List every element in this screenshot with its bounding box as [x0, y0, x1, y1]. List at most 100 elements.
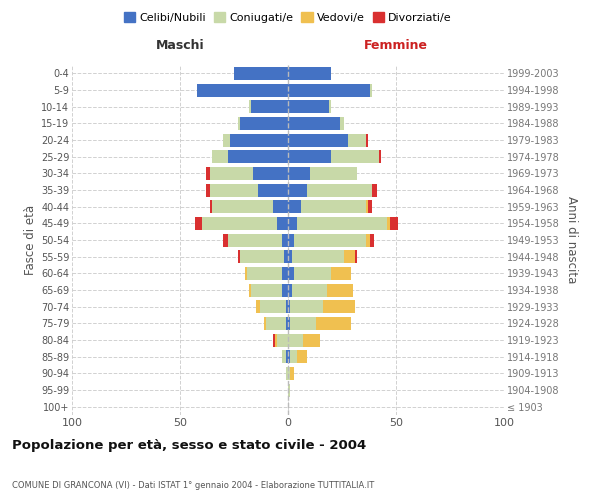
Bar [327, 284, 353, 296]
Bar [258, 184, 288, 196]
Bar [286, 367, 288, 380]
Bar [281, 350, 286, 363]
Bar [277, 334, 288, 346]
Bar [290, 350, 296, 363]
Bar [288, 317, 290, 330]
Bar [206, 167, 210, 180]
Bar [329, 100, 331, 113]
Bar [238, 250, 241, 263]
Bar [247, 267, 281, 280]
Bar [290, 367, 295, 380]
Bar [288, 150, 331, 163]
Bar [316, 317, 350, 330]
Bar [281, 267, 288, 280]
Bar [288, 350, 290, 363]
Bar [212, 200, 273, 213]
Bar [288, 250, 292, 263]
Bar [366, 134, 368, 146]
Bar [251, 284, 281, 296]
Bar [295, 234, 366, 246]
Bar [202, 217, 277, 230]
Bar [227, 234, 281, 246]
Bar [238, 117, 241, 130]
Bar [264, 317, 266, 330]
Bar [223, 134, 230, 146]
Bar [256, 300, 260, 313]
Bar [212, 150, 227, 163]
Bar [301, 200, 366, 213]
Bar [389, 217, 398, 230]
Text: COMUNE DI GRANCONA (VI) - Dati ISTAT 1° gennaio 2004 - Elaborazione TUTTITALIA.I: COMUNE DI GRANCONA (VI) - Dati ISTAT 1° … [12, 481, 374, 490]
Bar [284, 250, 288, 263]
Bar [372, 184, 377, 196]
Bar [249, 284, 251, 296]
Y-axis label: Anni di nascita: Anni di nascita [565, 196, 578, 284]
Bar [234, 67, 288, 80]
Bar [288, 367, 290, 380]
Bar [331, 267, 350, 280]
Bar [292, 250, 344, 263]
Bar [288, 134, 349, 146]
Bar [366, 234, 370, 246]
Bar [249, 100, 251, 113]
Bar [307, 184, 372, 196]
Bar [288, 334, 303, 346]
Bar [296, 217, 388, 230]
Bar [288, 84, 370, 96]
Bar [288, 284, 292, 296]
Bar [379, 150, 381, 163]
Bar [223, 234, 227, 246]
Bar [281, 284, 288, 296]
Bar [227, 150, 288, 163]
Bar [290, 317, 316, 330]
Bar [245, 267, 247, 280]
Bar [281, 234, 288, 246]
Bar [251, 100, 288, 113]
Bar [288, 300, 290, 313]
Bar [195, 217, 202, 230]
Bar [288, 184, 307, 196]
Bar [323, 300, 355, 313]
Bar [286, 350, 288, 363]
Legend: Celibi/Nubili, Coniugati/e, Vedovi/e, Divorziati/e: Celibi/Nubili, Coniugati/e, Vedovi/e, Di… [120, 8, 456, 28]
Bar [197, 84, 288, 96]
Bar [210, 200, 212, 213]
Bar [368, 200, 372, 213]
Bar [310, 167, 357, 180]
Bar [290, 300, 323, 313]
Bar [288, 67, 331, 80]
Bar [349, 134, 366, 146]
Bar [288, 234, 295, 246]
Bar [210, 167, 253, 180]
Bar [288, 117, 340, 130]
Bar [260, 300, 286, 313]
Bar [277, 217, 288, 230]
Bar [340, 117, 344, 130]
Bar [286, 317, 288, 330]
Bar [288, 217, 296, 230]
Bar [273, 200, 288, 213]
Bar [288, 200, 301, 213]
Bar [288, 100, 329, 113]
Bar [210, 184, 258, 196]
Bar [230, 134, 288, 146]
Bar [288, 384, 290, 396]
Bar [273, 334, 275, 346]
Bar [292, 284, 327, 296]
Bar [331, 150, 379, 163]
Text: Maschi: Maschi [155, 38, 205, 52]
Bar [355, 250, 357, 263]
Bar [303, 334, 320, 346]
Bar [366, 200, 368, 213]
Bar [370, 84, 372, 96]
Bar [344, 250, 355, 263]
Bar [296, 350, 307, 363]
Bar [288, 167, 310, 180]
Bar [206, 184, 210, 196]
Bar [266, 317, 286, 330]
Bar [370, 234, 374, 246]
Bar [241, 250, 284, 263]
Bar [286, 300, 288, 313]
Bar [275, 334, 277, 346]
Bar [288, 267, 295, 280]
